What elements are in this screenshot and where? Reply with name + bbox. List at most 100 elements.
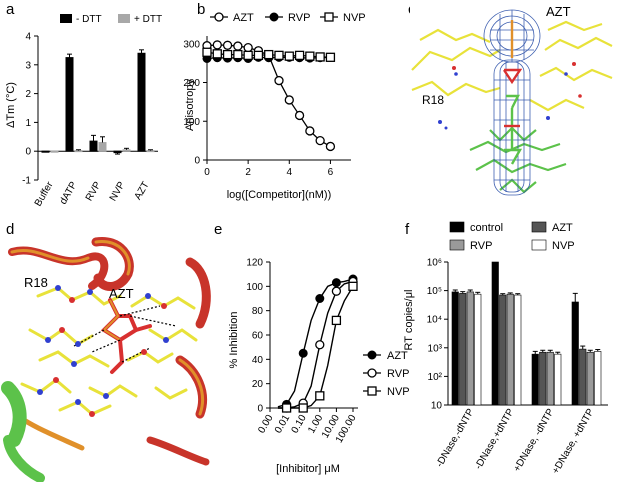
a-bar xyxy=(122,149,131,152)
f-ytick-label: 10⁵ xyxy=(427,286,442,297)
f-bar xyxy=(594,351,602,406)
b-xtick-label: 0 xyxy=(204,167,210,178)
e-legend-marker xyxy=(367,350,377,360)
chart-e-inhibition: 0204060801001200.000.010.101.0010.00100.… xyxy=(246,258,409,445)
b-point-NVP xyxy=(284,51,294,61)
a-category-label: Buffer xyxy=(33,179,56,208)
a-bar xyxy=(74,150,83,153)
f-category-label: -DNase,+dNTP xyxy=(473,407,517,472)
e-xtick-label: 0.01 xyxy=(273,413,292,436)
e-ytick-label: 20 xyxy=(252,379,264,390)
chart-f-ylabel: RT copies/μl xyxy=(403,290,415,351)
b-legend-marker xyxy=(269,12,279,22)
a-bar xyxy=(65,57,74,152)
e-point-NVP xyxy=(281,403,292,413)
b-point-AZT xyxy=(222,40,233,50)
b-ytick-label: 100 xyxy=(183,117,200,128)
b-point-NVP xyxy=(274,50,284,61)
b-xtick-label: 2 xyxy=(245,167,251,178)
f-legend-label: NVP xyxy=(552,240,575,252)
e-point-AZT xyxy=(331,278,341,288)
a-ytick-label: 4 xyxy=(25,32,31,43)
chart-e-xlabel: [Inhibitor] μM xyxy=(276,463,340,475)
b-point-NVP xyxy=(212,49,222,59)
f-ytick-label: 10³ xyxy=(428,343,443,354)
b-ytick-label: 300 xyxy=(183,39,200,50)
f-bar xyxy=(506,293,514,406)
e-point-AZT xyxy=(315,294,325,303)
b-legend-marker xyxy=(214,12,224,22)
e-legend-label: NVP xyxy=(387,386,410,398)
a-bar xyxy=(41,150,50,153)
e-point-NVP xyxy=(331,315,342,326)
b-point-AZT xyxy=(274,75,284,86)
b-point-NVP xyxy=(222,49,233,60)
e-xtick-label: 0.10 xyxy=(290,413,309,436)
b-point-NVP xyxy=(233,49,243,60)
f-bar xyxy=(451,291,459,406)
b-legend-marker xyxy=(324,12,334,22)
a-ytick-label: 0 xyxy=(25,147,31,158)
e-point-RVP xyxy=(331,286,342,296)
density-map-image xyxy=(410,0,617,205)
f-legend-swatch xyxy=(531,221,547,233)
f-bar xyxy=(539,351,547,406)
b-point-AZT xyxy=(305,126,315,136)
b-legend-label: RVP xyxy=(288,12,310,24)
azt-label-d: AZT xyxy=(109,286,134,301)
b-point-AZT xyxy=(284,95,294,105)
f-bar xyxy=(571,301,579,406)
f-legend-label: RVP xyxy=(470,240,492,252)
a-bar xyxy=(98,142,107,152)
f-category-label: +DNase, +dNTP xyxy=(550,407,596,476)
b-point-NVP xyxy=(202,47,212,57)
chart-a-ylabel: ΔTm (°C) xyxy=(5,82,17,128)
chart-b-xlabel: log([Competitor](nM)) xyxy=(227,189,332,201)
a-category-label: RVP xyxy=(84,180,104,203)
a-ytick-label: -1 xyxy=(22,176,31,187)
b-xtick-label: 6 xyxy=(328,167,334,178)
f-legend-swatch xyxy=(531,239,547,251)
a-ytick-label: 1 xyxy=(25,118,31,129)
f-ytick-label: 10⁴ xyxy=(427,315,442,326)
b-point-NVP xyxy=(253,50,264,61)
a-bar xyxy=(89,140,98,152)
e-xtick-label: 0.00 xyxy=(256,413,275,436)
e-legend-marker xyxy=(367,386,377,396)
a-bar xyxy=(137,52,146,152)
b-point-NVP xyxy=(264,49,274,60)
panel-letter-b: b xyxy=(197,1,205,18)
b-point-AZT xyxy=(315,135,325,146)
e-ytick-label: 120 xyxy=(246,258,263,269)
f-bar xyxy=(499,294,507,406)
e-legend-label: AZT xyxy=(387,350,408,362)
f-ytick-label: 10² xyxy=(428,372,443,383)
f-legend-label: AZT xyxy=(552,222,573,234)
e-ytick-label: 80 xyxy=(252,306,264,317)
f-bar xyxy=(514,294,522,406)
f-bar xyxy=(531,353,539,406)
b-ytick-label: 0 xyxy=(194,156,200,167)
a-legend-swatch xyxy=(60,14,72,23)
a-ytick-label: 2 xyxy=(25,89,31,100)
e-point-NVP xyxy=(298,403,308,413)
e-legend-label: RVP xyxy=(387,368,409,380)
b-point-NVP xyxy=(325,52,336,62)
panel-letter-f: f xyxy=(405,221,410,238)
a-legend-label: + DTT xyxy=(134,14,162,25)
b-legend-label: NVP xyxy=(343,12,366,24)
f-bar xyxy=(546,351,554,406)
a-legend-swatch xyxy=(118,14,130,23)
b-point-NVP xyxy=(294,50,305,61)
r18-label-c: R18 xyxy=(422,93,444,107)
a-category-label: AZT xyxy=(133,180,152,202)
a-bar xyxy=(146,150,155,153)
b-point-AZT xyxy=(212,40,222,50)
e-ytick-label: 100 xyxy=(246,282,263,293)
f-bar xyxy=(579,348,587,406)
a-legend-label: - DTT xyxy=(76,14,102,25)
b-legend-label: AZT xyxy=(233,12,254,24)
chart-b-ylabel: Anisotropy xyxy=(184,79,196,131)
f-legend-swatch xyxy=(449,239,465,251)
